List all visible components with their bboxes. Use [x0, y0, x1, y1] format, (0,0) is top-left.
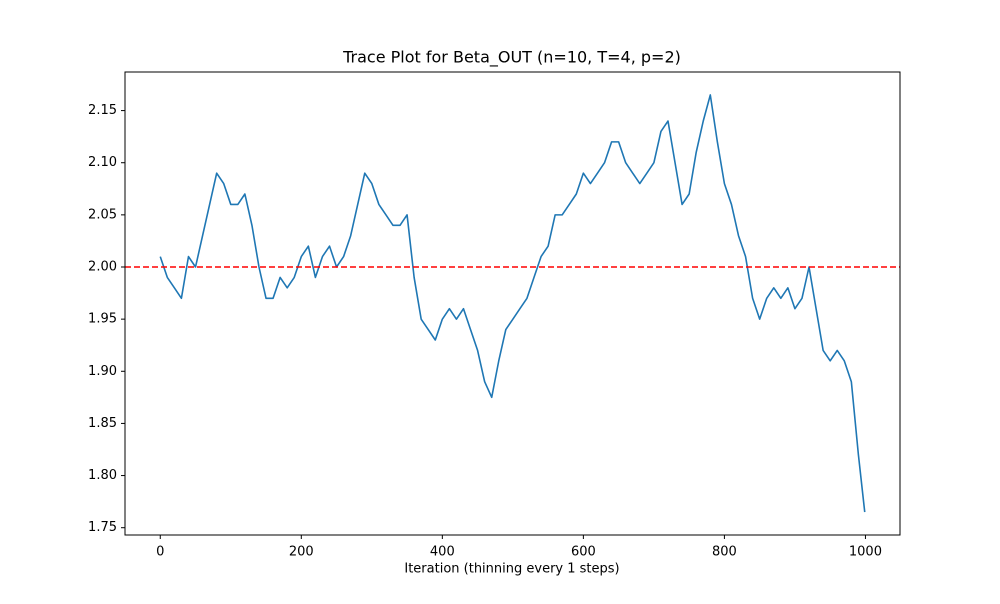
y-tick-label: 2.05 — [88, 207, 117, 222]
y-tick-label: 2.00 — [88, 260, 117, 275]
y-tick-label: 1.75 — [88, 520, 117, 535]
y-tick-label: 1.90 — [88, 364, 117, 379]
plot-frame — [124, 71, 901, 536]
x-tick-label: 400 — [430, 545, 455, 560]
x-tick-label: 600 — [571, 545, 596, 560]
y-tick-label: 2.15 — [88, 103, 117, 118]
x-tick-label: 200 — [289, 545, 314, 560]
x-tick-label: 0 — [156, 545, 164, 560]
x-tick-label: 800 — [712, 545, 737, 560]
x-axis-label: Iteration (thinning every 1 steps) — [404, 562, 619, 577]
y-tick-label: 2.10 — [88, 155, 117, 170]
y-tick-label: 1.80 — [88, 468, 117, 483]
y-tick-label: 1.95 — [88, 312, 117, 327]
trace-line — [159, 94, 866, 513]
chart-title: Trace Plot for Beta_OUT (n=10, T=4, p=2) — [342, 48, 681, 68]
x-tick-label: 1000 — [849, 545, 882, 560]
y-tick-label: 1.85 — [88, 416, 117, 431]
